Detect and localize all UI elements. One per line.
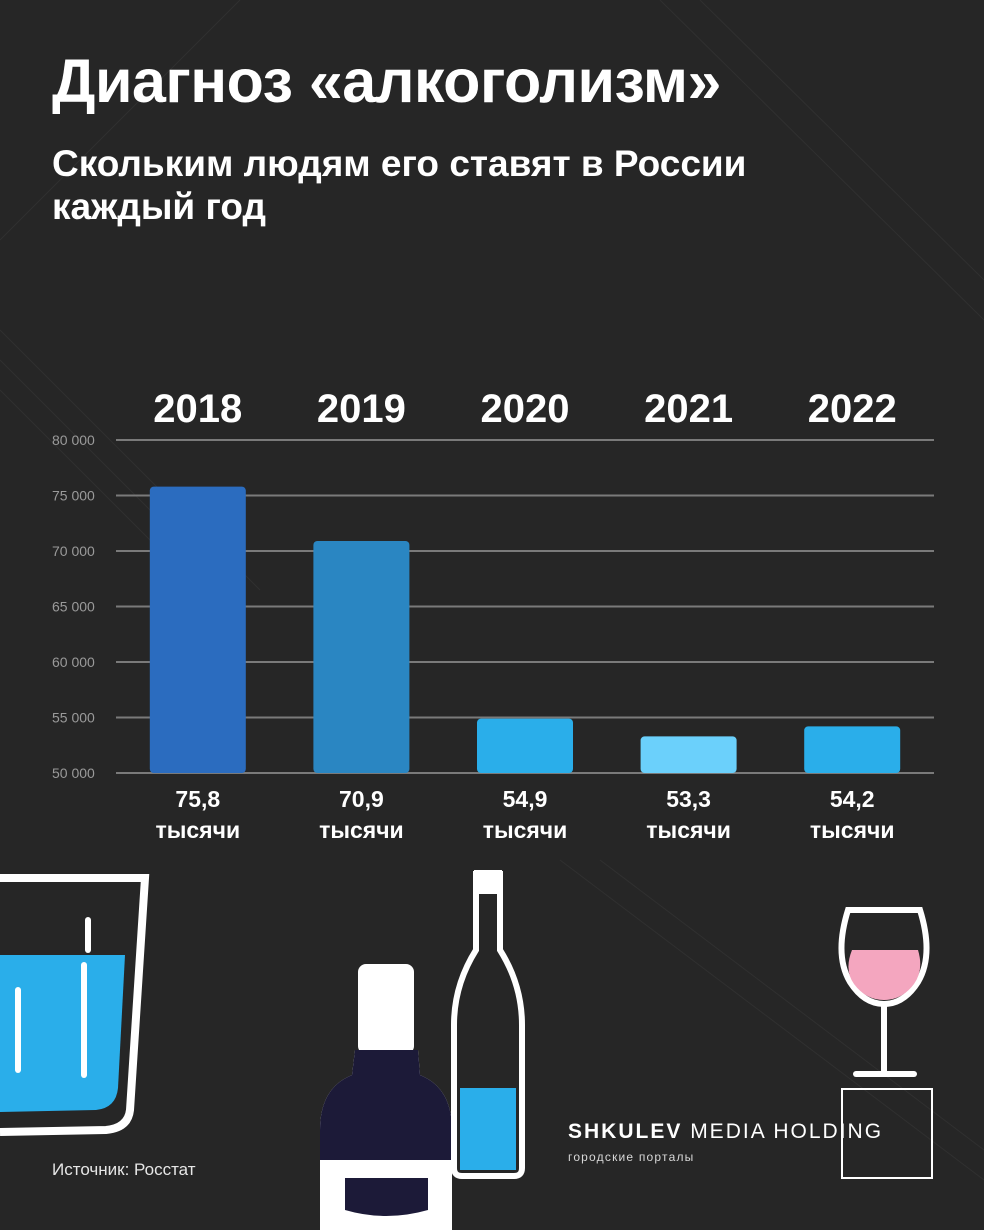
source-note: Источник: Росстат	[52, 1160, 196, 1179]
x-category-label: 2022	[808, 387, 897, 431]
bar-unit-label: тысячи	[319, 817, 404, 843]
bar-unit-label: тысячи	[646, 817, 731, 843]
bar-value-label: 54,2	[830, 786, 875, 812]
y-tick-label: 50 000	[52, 765, 95, 781]
logo-bold-text: SHKULEV	[568, 1120, 683, 1143]
bar-value-label: 75,8	[175, 786, 220, 812]
wine-bottle-icon	[451, 870, 525, 1179]
logo-light-text: MEDIA HOLDING	[682, 1120, 884, 1143]
bar-unit-label: тысячи	[810, 817, 895, 843]
wine-glass-icon	[838, 907, 933, 1179]
bar-chart: 50 000 55 000 60 000 65 000 70 000 75 000 80 0…	[52, 387, 934, 843]
publisher-logo: SHKULEV MEDIA HOLDING городские порталы	[568, 1120, 883, 1164]
bar	[477, 718, 573, 773]
y-tick-label: 65 000	[52, 599, 95, 615]
bar-unit-label: тысячи	[483, 817, 568, 843]
bar-value-label: 70,9	[339, 786, 384, 812]
x-category-label: 2020	[481, 387, 570, 431]
bar	[313, 541, 410, 773]
y-tick-label: 80 000	[52, 432, 95, 448]
y-tick-label: 75 000	[52, 488, 95, 504]
page-title: Диагноз «алкоголизм»	[52, 47, 721, 115]
page-subtitle: Скольким людям его ставят в России кажды…	[52, 143, 747, 228]
logo-subtitle: городские порталы	[568, 1150, 695, 1164]
bar	[149, 486, 246, 773]
bar-unit-label: тысячи	[155, 817, 240, 843]
x-category-label: 2021	[644, 387, 733, 431]
y-tick-label: 55 000	[52, 710, 95, 726]
bar-value-label: 53,3	[666, 786, 711, 812]
bar	[804, 726, 901, 773]
bar-value-label: 54,9	[503, 786, 548, 812]
glass-icon	[0, 874, 150, 1136]
y-tick-label: 70 000	[52, 543, 95, 559]
whisky-bottle-icon	[320, 964, 452, 1230]
bar	[640, 736, 737, 773]
x-category-label: 2019	[317, 387, 406, 431]
y-tick-label: 60 000	[52, 654, 95, 670]
drinks-illustration	[0, 870, 933, 1230]
x-category-label: 2018	[153, 387, 242, 431]
